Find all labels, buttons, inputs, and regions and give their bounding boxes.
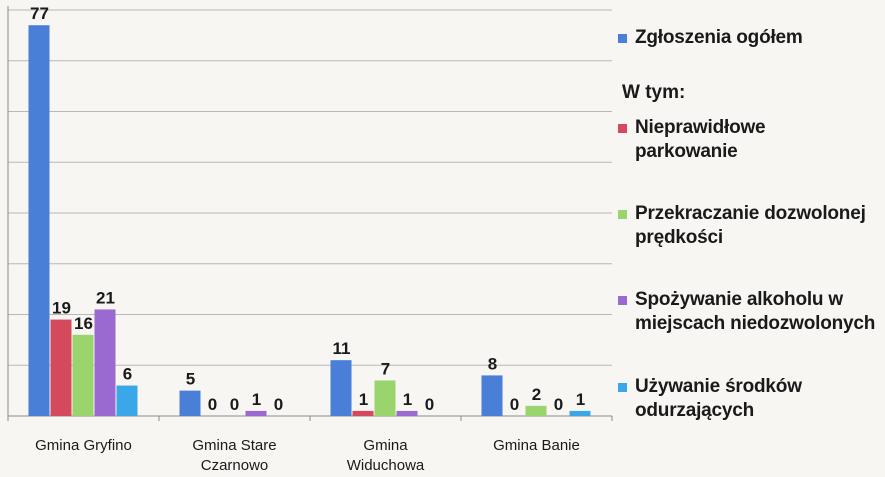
legend-swatch-predkosc bbox=[618, 210, 627, 219]
bar bbox=[94, 309, 116, 416]
legend-label-predkosc: Przekraczanie dozwolonej prędkości bbox=[635, 203, 866, 248]
legend-swatch-zgloszenia bbox=[618, 34, 627, 43]
legend-heading: W tym: bbox=[622, 82, 686, 103]
data-label: 6 bbox=[123, 365, 132, 384]
data-label: 1 bbox=[576, 390, 585, 409]
data-label: 0 bbox=[274, 395, 283, 414]
data-label: 0 bbox=[554, 395, 563, 414]
data-label: 1 bbox=[252, 390, 261, 409]
data-label: 0 bbox=[208, 395, 217, 414]
bar bbox=[352, 410, 374, 416]
data-label: 0 bbox=[230, 395, 239, 414]
legend-swatch-parkowanie bbox=[618, 124, 627, 133]
legend-label-zgloszenia: Zgłoszenia ogółem bbox=[635, 27, 803, 48]
data-label: 11 bbox=[333, 339, 351, 358]
bar bbox=[569, 410, 591, 416]
legend-swatch-alkohol bbox=[618, 296, 627, 305]
data-label: 0 bbox=[510, 395, 519, 414]
bar bbox=[525, 405, 547, 416]
legend-label-parkowanie: Nieprawidłowe parkowanie bbox=[635, 117, 766, 162]
data-label: 0 bbox=[425, 395, 434, 414]
bar bbox=[72, 334, 94, 416]
bar bbox=[245, 410, 267, 416]
data-label: 16 bbox=[74, 314, 93, 333]
data-label: 8 bbox=[488, 354, 497, 373]
bar bbox=[330, 360, 352, 416]
data-label: 1 bbox=[359, 390, 368, 409]
data-label: 21 bbox=[96, 288, 115, 307]
data-label: 2 bbox=[532, 385, 541, 404]
category-label: Gmina Stare bbox=[192, 437, 276, 454]
bar bbox=[116, 385, 138, 416]
legend-item-predkosc: Przekraczanie dozwolonej prędkości bbox=[618, 202, 880, 250]
legend-item-srodki: Używanie środków odurzających bbox=[618, 375, 844, 423]
legend-label-srodki: Używanie środków odurzających bbox=[635, 376, 802, 421]
data-label: 7 bbox=[381, 359, 390, 378]
data-label: 19 bbox=[52, 299, 71, 318]
legend-item-alkohol: Spożywanie alkoholu w miejscach niedozwo… bbox=[618, 288, 880, 336]
data-label: 77 bbox=[30, 4, 49, 23]
legend-item-parkowanie: Nieprawidłowe parkowanie bbox=[618, 116, 808, 164]
category-label: Gmina bbox=[363, 437, 408, 454]
category-label: Gmina Gryfino bbox=[35, 437, 132, 454]
category-label: Widuchowa bbox=[347, 457, 425, 474]
category-label: Czarnowo bbox=[201, 457, 269, 474]
data-label: 1 bbox=[403, 390, 412, 409]
bar bbox=[481, 375, 503, 416]
bar bbox=[179, 390, 201, 416]
legend-item-zgloszenia: Zgłoszenia ogółem bbox=[618, 26, 803, 50]
legend-label-alkohol: Spożywanie alkoholu w miejscach niedozwo… bbox=[635, 289, 876, 334]
bar bbox=[374, 380, 396, 416]
bar bbox=[50, 319, 72, 416]
legend-swatch-srodki bbox=[618, 383, 627, 392]
bar bbox=[396, 410, 418, 416]
bar bbox=[28, 25, 50, 416]
category-label: Gmina Banie bbox=[493, 437, 580, 454]
data-label: 5 bbox=[186, 370, 195, 389]
